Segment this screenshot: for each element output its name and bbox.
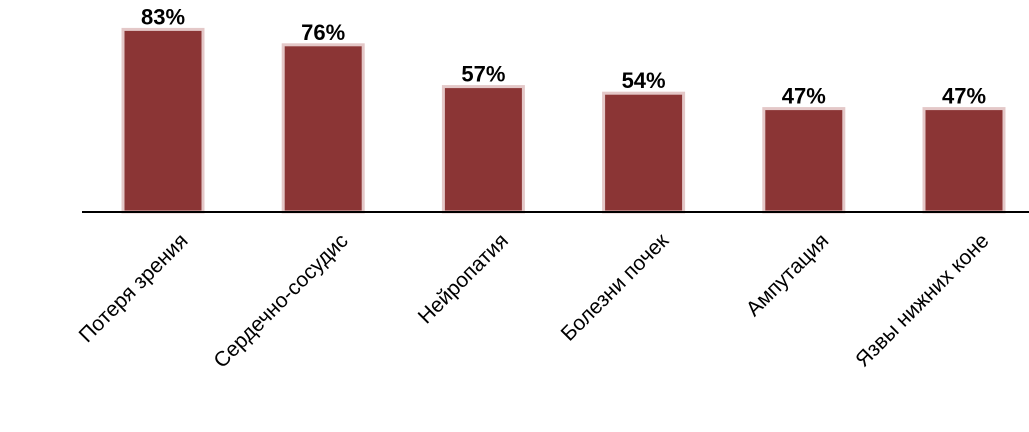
data-label-4: 54%: [622, 68, 666, 93]
data-label-5: 47%: [782, 84, 826, 109]
bar-1: [121, 27, 205, 214]
data-label-6: 47%: [942, 84, 986, 109]
category-label-2: Сердечно-сосудис: [209, 229, 352, 372]
category-label-1: Потеря зрения: [75, 229, 193, 347]
category-label-5: Ампутация: [742, 229, 834, 321]
category-label-3: Нейропатия: [414, 229, 513, 328]
bar-4: [602, 91, 686, 214]
category-label-6: Язвы нижних коне: [851, 229, 993, 371]
bar-5: [762, 107, 846, 214]
data-label-2: 76%: [301, 20, 345, 45]
bar-3: [441, 85, 525, 214]
category-label-4: Болезни почек: [557, 229, 674, 346]
bar-6: [922, 107, 1006, 214]
bar-2: [281, 43, 365, 214]
data-label-3: 57%: [461, 62, 505, 87]
data-label-1: 83%: [141, 4, 185, 29]
